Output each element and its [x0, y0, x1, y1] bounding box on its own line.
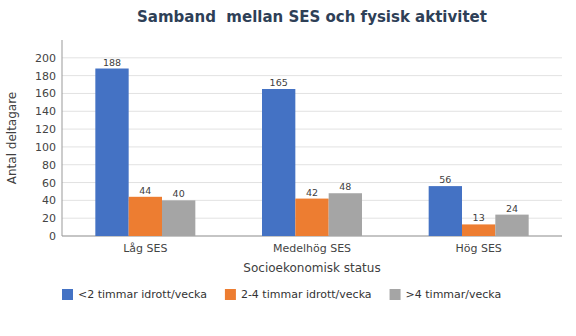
legend-item: <2 timmar idrott/vecka	[62, 288, 207, 301]
bar	[95, 69, 128, 236]
data-label: 165	[270, 77, 288, 88]
y-tick-label: 0	[49, 230, 56, 243]
legend-label: <2 timmar idrott/vecka	[78, 288, 207, 301]
legend-item: 2-4 timmar idrott/vecka	[225, 288, 372, 301]
x-tick-label: Hög SES	[455, 242, 501, 255]
y-tick-label: 60	[42, 177, 56, 190]
data-label: 42	[306, 187, 318, 198]
data-label: 44	[139, 185, 151, 196]
chart-container: Samband mellan SES och fysisk aktivitet 0…	[0, 0, 576, 336]
x-ticks: Låg SES Medelhög SES Hög SES	[123, 242, 502, 255]
bar	[129, 197, 162, 236]
y-tick-label: 200	[35, 52, 56, 65]
grid-line	[62, 182, 562, 183]
bar	[462, 224, 495, 236]
grid-line	[62, 146, 562, 147]
bar	[295, 199, 328, 236]
grid-line	[62, 93, 562, 94]
grid-line	[62, 75, 562, 76]
data-label: 188	[103, 57, 121, 68]
y-ticks: 0 20 40 60 80 100 120 140 160 180 200	[35, 52, 56, 243]
data-label: 56	[439, 174, 451, 185]
bar	[162, 200, 195, 236]
x-tick-label: Låg SES	[123, 242, 167, 255]
bar	[262, 89, 295, 236]
x-tick-label: Medelhög SES	[273, 242, 351, 255]
y-tick-label: 120	[35, 123, 56, 136]
chart: Samband mellan SES och fysisk aktivitet 0…	[0, 0, 576, 336]
bar	[329, 193, 362, 236]
y-axis-line	[62, 40, 63, 236]
y-tick-label: 20	[42, 212, 56, 225]
grid	[62, 58, 562, 236]
legend: <2 timmar idrott/vecka 2-4 timmar idrott/…	[62, 288, 501, 301]
legend-item: >4 timmar/vecka	[390, 288, 502, 301]
legend-label: >4 timmar/vecka	[406, 288, 502, 301]
y-tick-label: 160	[35, 87, 56, 100]
legend-swatch	[62, 289, 73, 300]
data-label: 24	[506, 203, 518, 214]
grid-line	[62, 164, 562, 165]
legend-label: 2-4 timmar idrott/vecka	[241, 288, 372, 301]
grid-line	[62, 111, 562, 112]
grid-line	[62, 57, 562, 58]
bars	[95, 69, 528, 236]
y-tick-label: 80	[42, 159, 56, 172]
legend-swatch	[225, 289, 236, 300]
bar	[495, 215, 528, 236]
title: Samband mellan SES och fysisk aktivitet	[137, 8, 487, 26]
x-axis-label: Socioekonomisk status	[243, 261, 380, 275]
data-label: 40	[173, 188, 185, 199]
y-tick-label: 180	[35, 70, 56, 83]
data-label: 13	[473, 212, 485, 223]
legend-swatch	[390, 289, 401, 300]
y-tick-label: 40	[42, 194, 56, 207]
y-tick-label: 140	[35, 105, 56, 118]
bar	[429, 186, 462, 236]
data-labels: 188 165 56 44 42 13 40 48 24	[103, 57, 518, 224]
grid-line	[62, 129, 562, 130]
y-axis-label: Antal deltagare	[5, 92, 19, 184]
data-label: 48	[339, 181, 351, 192]
y-tick-label: 100	[35, 141, 56, 154]
